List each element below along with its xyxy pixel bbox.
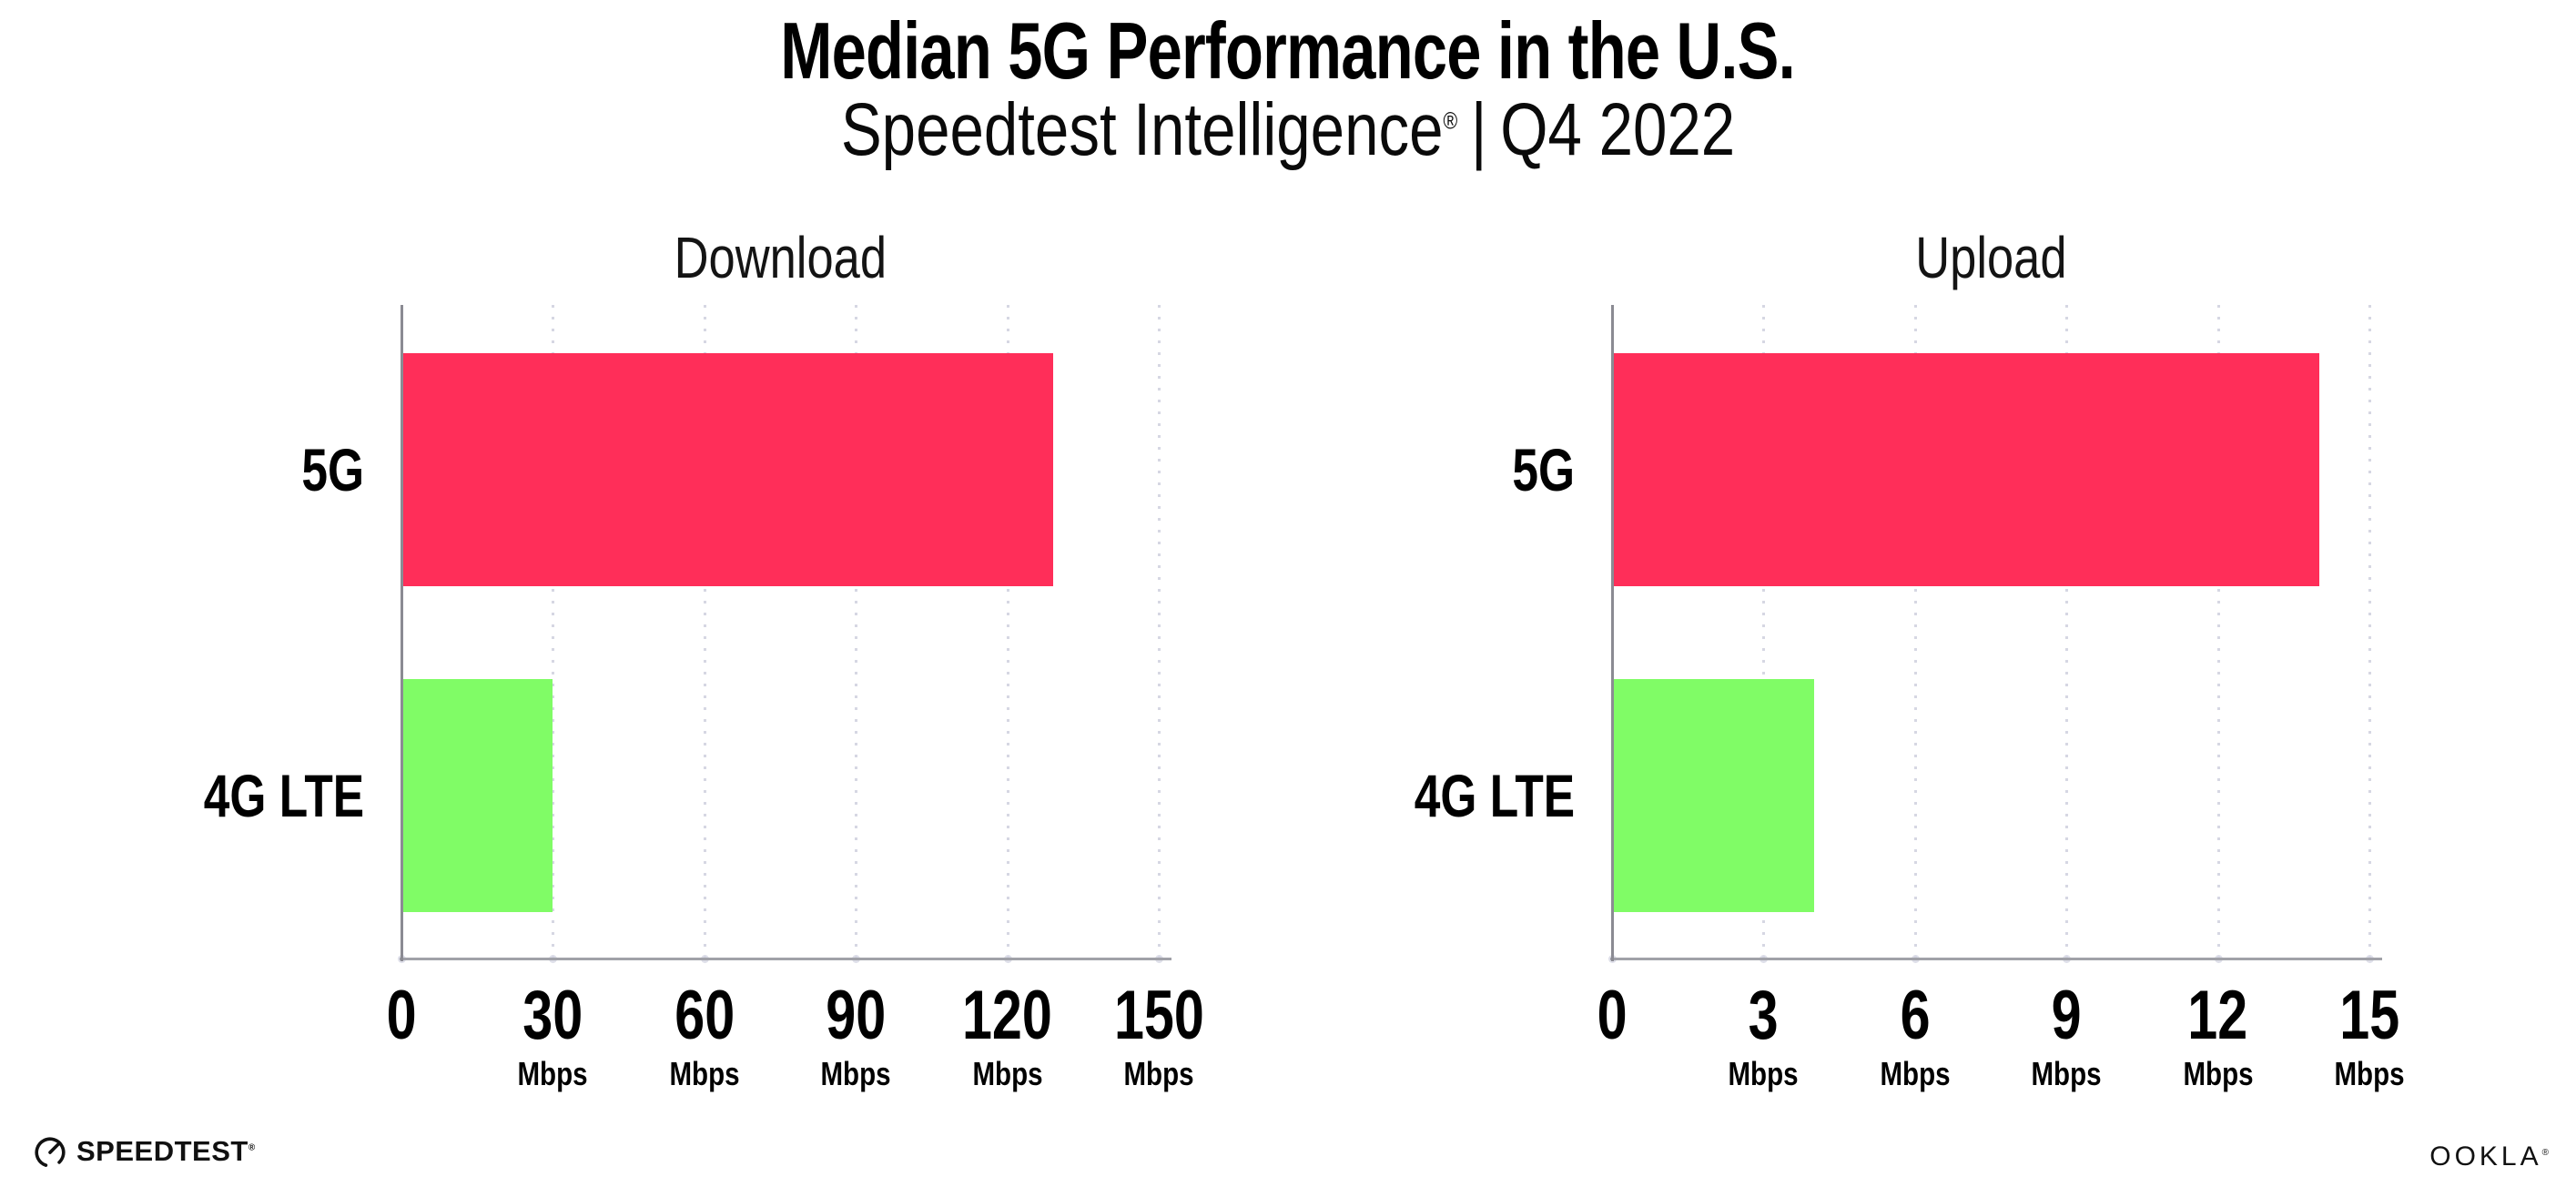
gridline-120 [1006, 305, 1009, 959]
upload-chart-title: Upload [1914, 225, 2067, 290]
subtitle-period: Q4 2022 [1500, 88, 1736, 171]
registered-mark: ® [1443, 107, 1458, 135]
gridline-150 [1158, 305, 1161, 959]
page-title: Median 5G Performance in the U.S. [0, 5, 2576, 96]
page-subtitle-text: Speedtest Intelligence® | Q4 2022 [840, 88, 1736, 171]
download-chart: Download 5G 4G LTE 0 30 Mbps 60 Mbps 90 Mbps 120 M… [204, 209, 1221, 1129]
x-tick-unit-label: Mbps [669, 1055, 740, 1092]
upload-plot-area [1608, 305, 2382, 963]
x-tick-unit-label: Mbps [2334, 1055, 2405, 1092]
x-tick-unit-label: Mbps [1123, 1055, 1194, 1092]
gridline-90 [855, 305, 858, 959]
gridline-9 [2065, 305, 2069, 959]
x-tick-0-upload: 0 [1597, 977, 1628, 1054]
x-tick-30-download: 30 Mbps [471, 981, 634, 1090]
x-tick-120-download: 120 Mbps [926, 981, 1090, 1090]
x-tick-150-download: 150 Mbps [1077, 981, 1241, 1090]
category-label-5g-upload: 5G [1512, 436, 1575, 503]
subtitle-separator: | [1470, 88, 1487, 171]
gridline-12 [2216, 305, 2220, 959]
bar-4g-lte-upload [1612, 679, 1814, 912]
category-label-4g-lte-upload: 4G LTE [1414, 762, 1575, 829]
page-subtitle: Speedtest Intelligence® | Q4 2022 [0, 88, 2576, 171]
bar-5g-upload [1612, 353, 2319, 586]
speedtest-logo-text: SPEEDTEST® [76, 1135, 256, 1167]
gridline-60 [703, 305, 706, 959]
gridline-15 [2368, 305, 2371, 959]
download-plot-area [398, 305, 1171, 963]
x-tick-unit-label: Mbps [517, 1055, 588, 1092]
bar-5g-download [401, 353, 1053, 586]
ookla-logo: OOKLA® [2429, 1141, 2549, 1172]
upload-chart: Upload 5G 4G LTE 0 3 Mbps 6 Mbps 9 Mbps 12 Mbps 15 M… [1415, 209, 2431, 1129]
speedtest-gauge-icon [35, 1137, 66, 1168]
category-label-5g-download: 5G [301, 436, 364, 503]
x-tick-6-upload: 6 Mbps [1833, 981, 1997, 1090]
speedtest-registered-mark: ® [248, 1142, 256, 1153]
page-title-text: Median 5G Performance in the U.S. [780, 5, 1797, 96]
category-label-4g-lte-download: 4G LTE [203, 762, 364, 829]
bar-4g-lte-download [401, 679, 553, 912]
upload-x-axis [1610, 958, 2382, 960]
x-tick-unit-label: Mbps [1880, 1055, 1951, 1092]
download-x-axis [400, 958, 1171, 960]
x-tick-3-upload: 3 Mbps [1681, 981, 1845, 1090]
x-tick-90-download: 90 Mbps [774, 981, 938, 1090]
upload-y-axis [1611, 305, 1614, 961]
x-tick-unit-label: Mbps [2183, 1055, 2254, 1092]
download-y-axis [401, 305, 403, 961]
x-tick-unit-label: Mbps [2031, 1055, 2102, 1092]
x-tick-unit-label: Mbps [972, 1055, 1043, 1092]
x-tick-60-download: 60 Mbps [623, 981, 786, 1090]
download-chart-title: Download [674, 225, 887, 290]
x-tick-15-upload: 15 Mbps [2287, 981, 2451, 1090]
subtitle-brand: Speedtest Intelligence [840, 88, 1444, 171]
x-tick-unit-label: Mbps [1728, 1055, 1799, 1092]
speedtest-logo: SPEEDTEST® [33, 1134, 256, 1169]
x-tick-9-upload: 9 Mbps [1984, 981, 2148, 1090]
x-tick-0-download: 0 [386, 977, 417, 1054]
x-tick-unit-label: Mbps [820, 1055, 891, 1092]
ookla-registered-mark: ® [2541, 1148, 2549, 1158]
gridline-6 [1913, 305, 1917, 959]
gridline-3 [1762, 305, 1766, 959]
x-tick-12-upload: 12 Mbps [2136, 981, 2300, 1090]
ookla-logo-text: OOKLA [2429, 1141, 2542, 1172]
gridline-30 [552, 305, 555, 959]
